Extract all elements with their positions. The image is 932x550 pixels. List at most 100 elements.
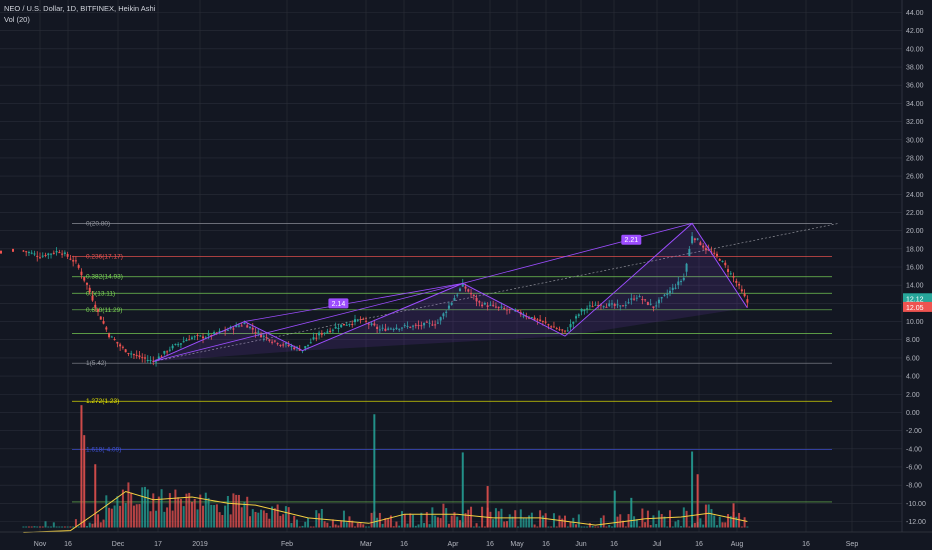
volume-bar: [464, 513, 467, 528]
candle-body: [135, 354, 138, 356]
volume-bar: [193, 498, 196, 528]
y-tick-label: 32.00: [906, 119, 924, 126]
x-tick-label: Aug: [731, 541, 744, 548]
volume-bar: [33, 526, 36, 528]
volume-bar: [511, 516, 514, 528]
candle-body: [483, 303, 486, 305]
volume-bar: [362, 524, 365, 528]
candle-body: [558, 329, 561, 331]
volume-bar: [47, 526, 50, 528]
volume-bar: [447, 523, 450, 528]
candle-body: [743, 293, 746, 297]
volume-bar: [155, 510, 158, 528]
volume-bar: [602, 515, 605, 528]
price-axis[interactable]: 44.00 42.00 40.00 38.00 36.00 34.00 32.00 30.00…: [901, 0, 932, 550]
volume-bar: [69, 526, 72, 528]
volume-bar: [497, 511, 500, 528]
volume-bar: [633, 516, 636, 528]
candle-body: [287, 344, 290, 346]
candle-body: [608, 303, 611, 307]
volume-bar: [174, 489, 177, 528]
volume-bar: [409, 513, 412, 528]
candle-body: [132, 354, 135, 356]
pattern-triangle: [565, 223, 748, 337]
candle-body: [163, 350, 166, 354]
volume-bar: [431, 507, 434, 528]
candle-body: [326, 331, 329, 333]
volume-bar: [356, 523, 359, 528]
candle-body: [453, 298, 456, 301]
pattern-ratio-badge[interactable]: [328, 298, 349, 309]
volume-bar: [326, 522, 329, 528]
x-tick-label: Dec: [112, 541, 125, 548]
volume-bar: [331, 519, 334, 528]
candle-body: [613, 304, 616, 306]
volume-spike-bar: [732, 503, 735, 528]
candle-body: [237, 325, 240, 327]
pattern-ratio-badge[interactable]: [621, 234, 642, 245]
candle-body: [575, 316, 578, 319]
volume-bar: [693, 522, 696, 528]
volume-bar: [221, 515, 224, 528]
volume-bar: [505, 521, 508, 528]
volume-bar: [229, 514, 232, 528]
candle-body: [732, 276, 735, 278]
pattern-ratio-label: 2.21: [625, 237, 639, 244]
candle-body: [478, 301, 481, 303]
volume-bar: [367, 526, 370, 528]
candle-body: [685, 263, 688, 272]
volume-bar: [483, 526, 486, 528]
volume-bar: [323, 521, 326, 528]
candle-body: [447, 305, 450, 309]
candle-body: [249, 326, 251, 328]
volume-bar: [237, 494, 240, 528]
candle-body: [155, 361, 158, 363]
volume-bar: [334, 524, 337, 528]
candle-body: [392, 329, 395, 331]
volume-bar: [514, 510, 517, 528]
candle-body: [655, 305, 658, 307]
candle-body: [127, 353, 130, 355]
volume-bar: [254, 511, 257, 528]
y-tick-label: 36.00: [906, 83, 924, 90]
harmonic-pattern[interactable]: 2.14 2.21: [153, 222, 748, 362]
candle-body: [124, 349, 127, 353]
candle-body: [50, 253, 53, 255]
volume-bar: [309, 526, 312, 528]
volume-ma-line: [23, 490, 748, 533]
candle-body: [271, 341, 274, 343]
trend-line[interactable]: [153, 223, 839, 362]
volume-bar: [707, 504, 710, 528]
time-axis[interactable]: Nov 16 Dec 17 2019 Feb Mar 16 Apr 16 May 16 Jun 16 Jul…: [0, 531, 932, 548]
volume-bar: [293, 515, 296, 528]
candle-body: [113, 339, 116, 341]
volume-bar: [213, 505, 216, 528]
volume-bar: [235, 494, 238, 528]
y-tick-label: 20.00: [906, 228, 924, 235]
candle-body: [602, 306, 605, 308]
candle-body: [420, 325, 423, 327]
volume-bar: [190, 501, 193, 528]
volume-bar: [652, 515, 655, 528]
candle-body: [193, 336, 196, 338]
volume-bar: [130, 492, 133, 528]
volume-bar: [412, 514, 415, 528]
volume-bar: [77, 526, 80, 528]
volume-spike-bar: [80, 405, 83, 528]
volume-bar: [240, 507, 243, 528]
y-tick-label: 38.00: [906, 65, 924, 72]
y-tick-label: 2.00: [906, 392, 920, 399]
candle-body: [384, 328, 387, 331]
y-tick-label: 8.00: [906, 337, 920, 344]
y-tick-label: -8.00: [906, 483, 922, 490]
volume-bar: [586, 526, 589, 528]
candle-body: [663, 294, 666, 296]
fib-retracement[interactable]: 0(20.80) 0.236(17.17) 0.382(14.93) 0.5(13.1…: [72, 220, 839, 503]
candle-body: [83, 277, 86, 281]
candle-body: [58, 252, 61, 254]
pattern-connector: [462, 222, 693, 284]
volume-bar: [226, 496, 229, 528]
candle-body: [251, 327, 254, 330]
candle-body: [715, 253, 718, 256]
